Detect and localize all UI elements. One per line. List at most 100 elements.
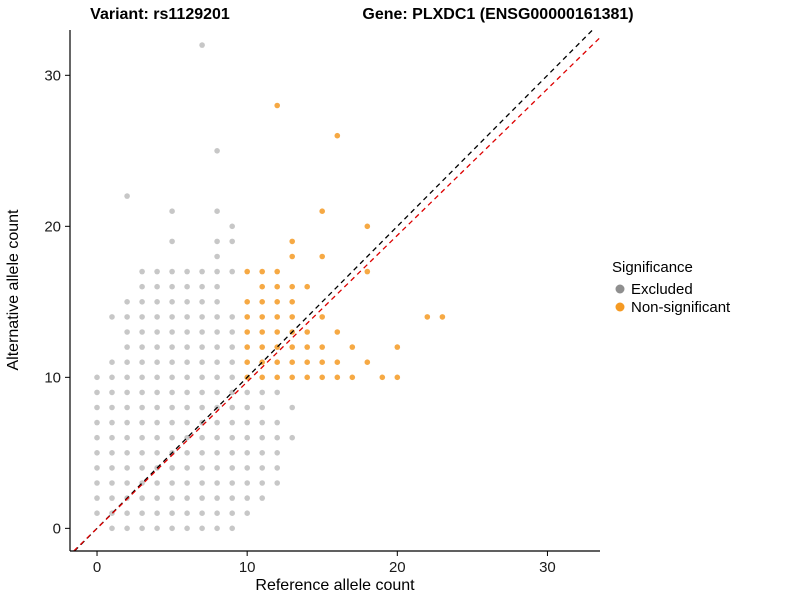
data-point-non-significant bbox=[274, 299, 281, 305]
data-point-excluded bbox=[124, 359, 130, 366]
data-point-excluded bbox=[199, 268, 205, 275]
data-point-excluded bbox=[109, 525, 115, 532]
data-point-excluded bbox=[229, 450, 235, 456]
data-point-excluded bbox=[169, 465, 175, 471]
data-point-non-significant bbox=[289, 299, 296, 305]
data-point-excluded bbox=[229, 495, 235, 501]
data-point-excluded bbox=[214, 238, 220, 245]
data-point-excluded bbox=[169, 495, 175, 501]
data-point-excluded bbox=[199, 359, 205, 366]
data-point-excluded bbox=[184, 525, 190, 532]
data-point-excluded bbox=[109, 404, 115, 411]
data-point-excluded bbox=[124, 329, 130, 335]
data-point-non-significant bbox=[289, 238, 296, 245]
data-point-non-significant bbox=[274, 283, 281, 290]
data-point-excluded bbox=[199, 283, 205, 290]
data-point-excluded bbox=[109, 389, 115, 396]
data-point-non-significant bbox=[289, 283, 296, 290]
data-point-non-significant bbox=[304, 359, 311, 366]
data-point-excluded bbox=[169, 314, 175, 320]
legend: Significance Excluded Non-significant bbox=[612, 259, 731, 316]
data-point-excluded bbox=[94, 465, 100, 471]
data-point-excluded bbox=[139, 344, 145, 350]
data-point-excluded bbox=[199, 450, 205, 456]
data-point-excluded bbox=[154, 434, 160, 441]
data-point-excluded bbox=[229, 419, 235, 426]
legend-label-nonsignificant: Non-significant bbox=[631, 299, 731, 316]
data-point-excluded bbox=[184, 465, 190, 471]
data-point-excluded bbox=[259, 434, 266, 441]
data-point-excluded bbox=[244, 434, 250, 441]
x-tick-label: 0 bbox=[93, 559, 101, 576]
data-point-excluded bbox=[259, 495, 266, 501]
data-point-excluded bbox=[154, 419, 160, 426]
data-point-excluded bbox=[214, 434, 220, 441]
data-point-excluded bbox=[139, 359, 145, 366]
data-point-excluded bbox=[229, 238, 235, 245]
data-point-excluded bbox=[229, 434, 235, 441]
data-point-excluded bbox=[169, 434, 175, 441]
legend-swatch-excluded bbox=[615, 284, 625, 294]
data-point-excluded bbox=[229, 268, 235, 275]
data-point-excluded bbox=[169, 374, 175, 381]
data-point-excluded bbox=[109, 374, 115, 381]
data-point-excluded bbox=[214, 344, 220, 350]
data-point-excluded bbox=[124, 434, 130, 441]
data-point-excluded bbox=[109, 480, 115, 486]
data-point-non-significant bbox=[334, 132, 341, 139]
data-point-excluded bbox=[184, 283, 190, 290]
data-point-non-significant bbox=[334, 329, 341, 335]
data-point-non-significant bbox=[304, 329, 311, 335]
data-point-excluded bbox=[259, 480, 266, 486]
data-point-excluded bbox=[154, 329, 160, 335]
data-point-non-significant bbox=[319, 253, 326, 260]
data-point-excluded bbox=[199, 495, 205, 501]
reference-lines-layer bbox=[73, 29, 601, 552]
variant-title: Variant: rs1129201 bbox=[90, 6, 230, 23]
data-point-non-significant bbox=[244, 314, 250, 320]
data-point-excluded bbox=[169, 525, 175, 532]
data-point-excluded bbox=[109, 495, 115, 501]
data-point-excluded bbox=[169, 389, 175, 396]
data-point-non-significant bbox=[289, 344, 296, 350]
data-point-excluded bbox=[199, 480, 205, 486]
y-axis-label: Alternative allele count bbox=[5, 209, 22, 371]
data-point-excluded bbox=[244, 480, 250, 486]
data-point-excluded bbox=[169, 283, 175, 290]
data-point-excluded bbox=[154, 389, 160, 396]
data-point-excluded bbox=[199, 465, 205, 471]
data-point-excluded bbox=[124, 374, 130, 381]
data-point-excluded bbox=[169, 208, 175, 214]
data-point-non-significant bbox=[349, 344, 356, 350]
data-point-excluded bbox=[124, 480, 130, 486]
data-point-excluded bbox=[154, 510, 160, 516]
data-point-excluded bbox=[139, 419, 145, 426]
data-point-non-significant bbox=[364, 359, 371, 366]
data-point-excluded bbox=[199, 344, 205, 350]
data-point-excluded bbox=[199, 510, 205, 516]
data-point-excluded bbox=[109, 314, 115, 320]
data-point-excluded bbox=[244, 495, 250, 501]
data-point-excluded bbox=[214, 208, 220, 214]
data-point-excluded bbox=[139, 434, 145, 441]
data-point-excluded bbox=[214, 359, 220, 366]
data-point-excluded bbox=[154, 283, 160, 290]
data-point-excluded bbox=[124, 314, 130, 320]
data-point-excluded bbox=[154, 495, 160, 501]
data-point-excluded bbox=[244, 510, 250, 516]
data-point-excluded bbox=[139, 510, 145, 516]
data-point-excluded bbox=[259, 419, 266, 426]
fit-line bbox=[73, 37, 601, 552]
data-point-excluded bbox=[229, 480, 235, 486]
data-point-excluded bbox=[169, 480, 175, 486]
data-point-excluded bbox=[199, 314, 205, 320]
data-point-excluded bbox=[124, 419, 130, 426]
data-point-non-significant bbox=[319, 314, 326, 320]
data-point-excluded bbox=[124, 510, 130, 516]
data-point-non-significant bbox=[259, 344, 266, 350]
data-point-excluded bbox=[169, 404, 175, 411]
data-point-non-significant bbox=[274, 268, 281, 275]
data-point-excluded bbox=[169, 510, 175, 516]
